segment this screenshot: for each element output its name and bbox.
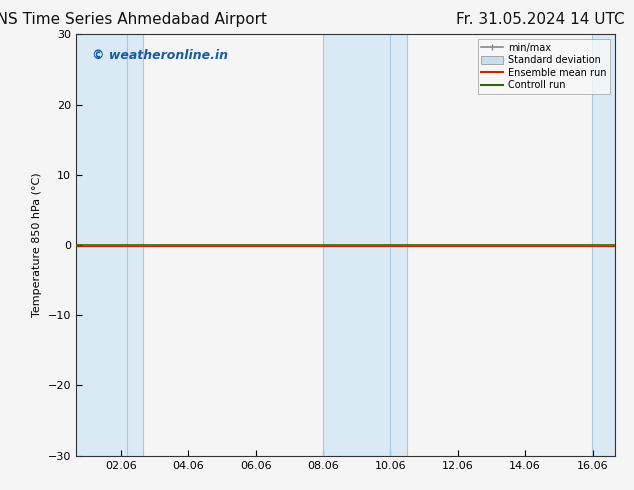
Y-axis label: Temperature 850 hPa (°C): Temperature 850 hPa (°C)	[32, 172, 42, 318]
Bar	[592, 34, 615, 456]
Legend: min/max, Standard deviation, Ensemble mean run, Controll run: min/max, Standard deviation, Ensemble me…	[477, 39, 610, 94]
Bar	[76, 34, 143, 456]
Text: Fr. 31.05.2024 14 UTC: Fr. 31.05.2024 14 UTC	[456, 12, 625, 27]
Text: © weatheronline.in: © weatheronline.in	[93, 49, 228, 62]
Bar	[323, 34, 407, 456]
Text: ENS Time Series Ahmedabad Airport: ENS Time Series Ahmedabad Airport	[0, 12, 267, 27]
